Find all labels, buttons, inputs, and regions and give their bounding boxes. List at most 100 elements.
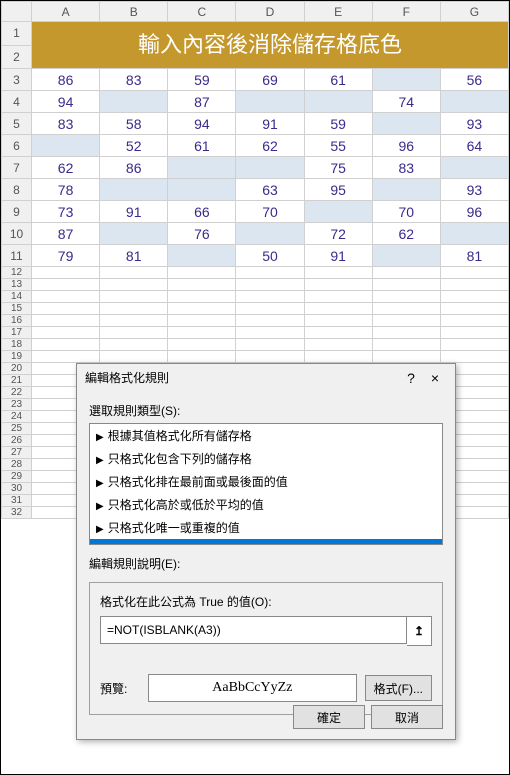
rule-type-option-1[interactable]: ▶只格式化包含下列的儲存格 xyxy=(90,447,442,470)
cell-F6[interactable]: 96 xyxy=(372,135,440,157)
cell-D10[interactable] xyxy=(236,223,304,245)
cell-B11[interactable]: 81 xyxy=(100,245,168,267)
row-header-22[interactable]: 22 xyxy=(2,387,32,399)
cell-D6[interactable]: 62 xyxy=(236,135,304,157)
cell-G15[interactable] xyxy=(440,303,508,315)
cell-G11[interactable]: 81 xyxy=(440,245,508,267)
cell-C16[interactable] xyxy=(168,315,236,327)
cell-C6[interactable]: 61 xyxy=(168,135,236,157)
cell-E10[interactable]: 72 xyxy=(304,223,372,245)
cell-C14[interactable] xyxy=(168,291,236,303)
cell-E5[interactable]: 59 xyxy=(304,113,372,135)
cell-E6[interactable]: 55 xyxy=(304,135,372,157)
cell-B10[interactable] xyxy=(100,223,168,245)
help-icon[interactable]: ? xyxy=(399,364,423,392)
row-header-25[interactable]: 25 xyxy=(2,423,32,435)
cell-F13[interactable] xyxy=(372,279,440,291)
cell-E8[interactable]: 95 xyxy=(304,179,372,201)
rule-type-option-3[interactable]: ▶只格式化高於或低於平均的值 xyxy=(90,493,442,516)
cell-F19[interactable] xyxy=(372,351,440,363)
cell-D3[interactable]: 69 xyxy=(236,69,304,91)
cell-A15[interactable] xyxy=(32,303,100,315)
cell-B17[interactable] xyxy=(100,327,168,339)
cell-A6[interactable] xyxy=(32,135,100,157)
close-icon[interactable]: × xyxy=(423,364,447,392)
row-header-30[interactable]: 30 xyxy=(2,483,32,495)
cell-C5[interactable]: 94 xyxy=(168,113,236,135)
ok-button[interactable]: 確定 xyxy=(293,705,365,729)
row-header-11[interactable]: 11 xyxy=(2,245,32,267)
cell-G14[interactable] xyxy=(440,291,508,303)
cell-E11[interactable]: 91 xyxy=(304,245,372,267)
cell-B15[interactable] xyxy=(100,303,168,315)
cell-E14[interactable] xyxy=(304,291,372,303)
cell-C7[interactable] xyxy=(168,157,236,179)
cell-D18[interactable] xyxy=(236,339,304,351)
cell-A9[interactable]: 73 xyxy=(32,201,100,223)
cell-A7[interactable]: 62 xyxy=(32,157,100,179)
row-header-14[interactable]: 14 xyxy=(2,291,32,303)
row-header-29[interactable]: 29 xyxy=(2,471,32,483)
cell-D5[interactable]: 91 xyxy=(236,113,304,135)
cell-C12[interactable] xyxy=(168,267,236,279)
row-header-32[interactable]: 32 xyxy=(2,507,32,519)
cell-A5[interactable]: 83 xyxy=(32,113,100,135)
cell-C9[interactable]: 66 xyxy=(168,201,236,223)
row-header-16[interactable]: 16 xyxy=(2,315,32,327)
cell-F16[interactable] xyxy=(372,315,440,327)
cell-E12[interactable] xyxy=(304,267,372,279)
cell-F10[interactable]: 62 xyxy=(372,223,440,245)
cell-B16[interactable] xyxy=(100,315,168,327)
cell-G7[interactable] xyxy=(440,157,508,179)
row-header-6[interactable]: 6 xyxy=(2,135,32,157)
cell-E9[interactable] xyxy=(304,201,372,223)
cell-B7[interactable]: 86 xyxy=(100,157,168,179)
cell-B8[interactable] xyxy=(100,179,168,201)
row-header-19[interactable]: 19 xyxy=(2,351,32,363)
cell-D9[interactable]: 70 xyxy=(236,201,304,223)
cell-B13[interactable] xyxy=(100,279,168,291)
cell-E16[interactable] xyxy=(304,315,372,327)
cell-C19[interactable] xyxy=(168,351,236,363)
cell-B3[interactable]: 83 xyxy=(100,69,168,91)
cell-C11[interactable] xyxy=(168,245,236,267)
cell-G9[interactable]: 96 xyxy=(440,201,508,223)
cell-F3[interactable] xyxy=(372,69,440,91)
col-header-C[interactable]: C xyxy=(168,2,236,22)
cell-D7[interactable] xyxy=(236,157,304,179)
cell-B19[interactable] xyxy=(100,351,168,363)
cell-F8[interactable] xyxy=(372,179,440,201)
cell-A19[interactable] xyxy=(32,351,100,363)
cell-B6[interactable]: 52 xyxy=(100,135,168,157)
cell-A8[interactable]: 78 xyxy=(32,179,100,201)
cell-A12[interactable] xyxy=(32,267,100,279)
cell-F5[interactable] xyxy=(372,113,440,135)
col-header-B[interactable]: B xyxy=(100,2,168,22)
rule-type-option-2[interactable]: ▶只格式化排在最前面或最後面的值 xyxy=(90,470,442,493)
cell-E3[interactable]: 61 xyxy=(304,69,372,91)
cell-C8[interactable] xyxy=(168,179,236,201)
col-header-G[interactable]: G xyxy=(440,2,508,22)
cancel-button[interactable]: 取消 xyxy=(371,705,443,729)
cell-D19[interactable] xyxy=(236,351,304,363)
row-header-21[interactable]: 21 xyxy=(2,375,32,387)
row-header-1[interactable]: 1 xyxy=(2,22,32,46)
rule-type-list[interactable]: ▶根據其值格式化所有儲存格▶只格式化包含下列的儲存格▶只格式化排在最前面或最後面… xyxy=(89,423,443,545)
cell-C15[interactable] xyxy=(168,303,236,315)
cell-C4[interactable]: 87 xyxy=(168,91,236,113)
row-header-10[interactable]: 10 xyxy=(2,223,32,245)
cell-F9[interactable]: 70 xyxy=(372,201,440,223)
cell-B18[interactable] xyxy=(100,339,168,351)
cell-C18[interactable] xyxy=(168,339,236,351)
cell-A10[interactable]: 87 xyxy=(32,223,100,245)
cell-D14[interactable] xyxy=(236,291,304,303)
cell-G4[interactable] xyxy=(440,91,508,113)
cell-F11[interactable] xyxy=(372,245,440,267)
cell-G5[interactable]: 93 xyxy=(440,113,508,135)
cell-F4[interactable]: 74 xyxy=(372,91,440,113)
row-header-31[interactable]: 31 xyxy=(2,495,32,507)
cell-B5[interactable]: 58 xyxy=(100,113,168,135)
cell-A18[interactable] xyxy=(32,339,100,351)
cell-E4[interactable] xyxy=(304,91,372,113)
cell-E18[interactable] xyxy=(304,339,372,351)
